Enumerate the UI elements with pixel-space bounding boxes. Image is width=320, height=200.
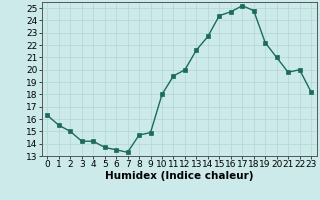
X-axis label: Humidex (Indice chaleur): Humidex (Indice chaleur) xyxy=(105,171,253,181)
